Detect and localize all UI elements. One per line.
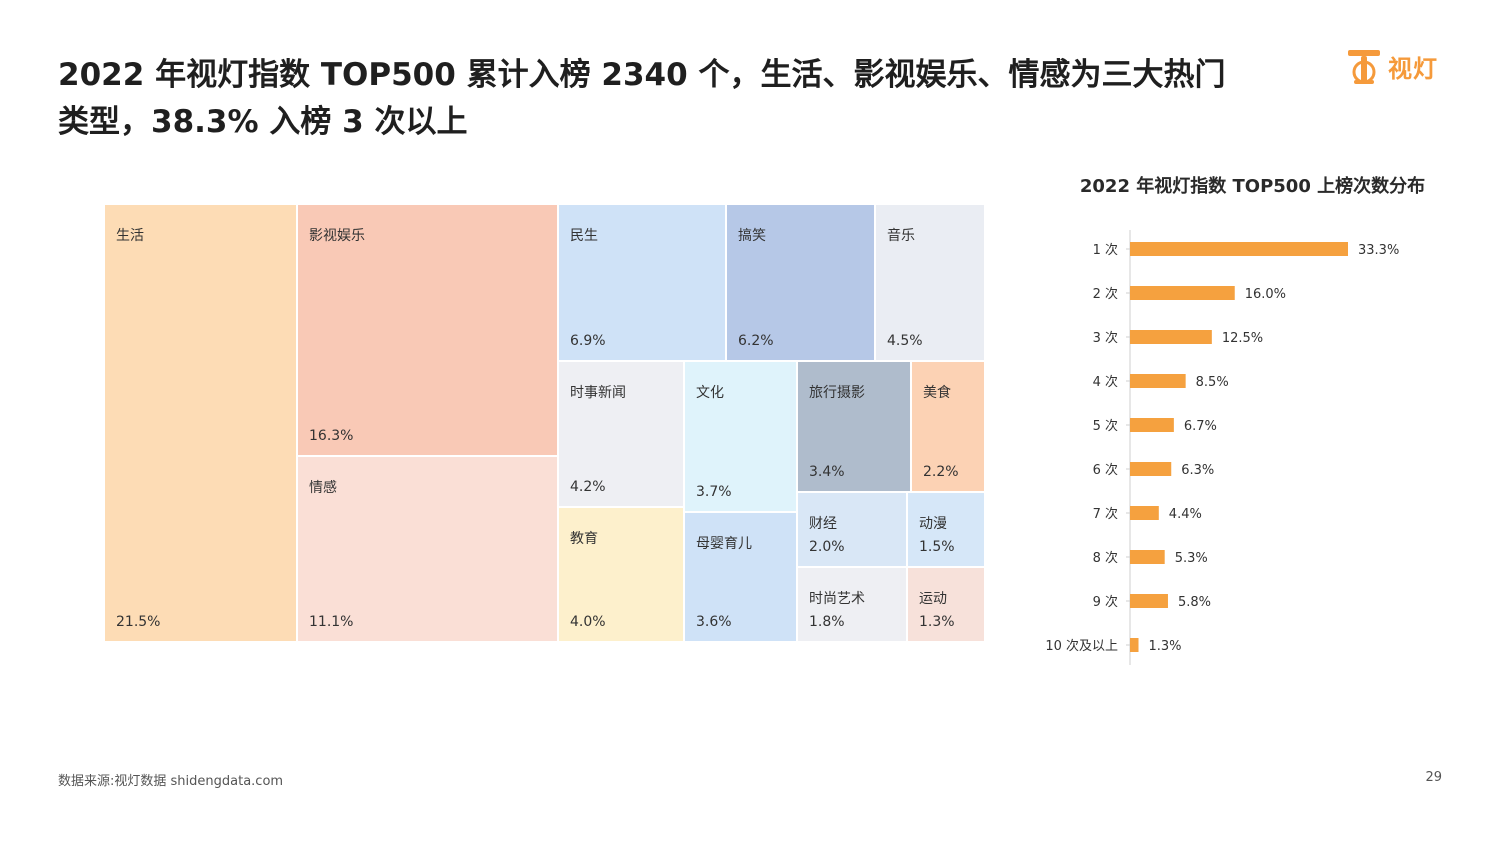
bar <box>1130 550 1165 564</box>
treemap-tile: 民生 6.9% <box>558 204 726 361</box>
treemap-tile-value: 2.2% <box>923 464 959 480</box>
bar <box>1130 462 1172 476</box>
treemap-tile-label: 时尚艺术 <box>809 591 865 607</box>
treemap-tile: 生活 21.5% <box>104 204 297 642</box>
treemap-tile: 时尚艺术 1.8% <box>797 567 907 642</box>
treemap-tile: 时事新闻 4.2% <box>558 361 684 507</box>
bar-value-label: 4.4% <box>1169 507 1202 522</box>
treemap-tile-value: 11.1% <box>309 614 354 630</box>
bar-value-label: 6.3% <box>1181 463 1214 478</box>
bar-category-label: 2 次 <box>1093 286 1118 302</box>
page-number: 29 <box>1425 770 1442 785</box>
treemap-tile-value: 4.0% <box>570 614 606 630</box>
treemap-tile: 动漫 1.5% <box>907 492 985 567</box>
treemap-tile: 母婴育儿 3.6% <box>684 512 797 642</box>
bar-value-label: 12.5% <box>1222 331 1263 346</box>
bar <box>1130 330 1212 344</box>
bar-category-label: 10 次及以上 <box>1045 638 1118 654</box>
bar <box>1130 506 1159 520</box>
bar-category-label: 1 次 <box>1093 242 1118 258</box>
page-title: 2022 年视灯指数 TOP500 累计入榜 2340 个，生活、影视娱乐、情感… <box>58 52 1298 146</box>
bar-chart-title: 2022 年视灯指数 TOP500 上榜次数分布 <box>1079 176 1426 197</box>
treemap-tile-label: 美食 <box>923 385 951 401</box>
treemap-tile-label: 时事新闻 <box>570 385 626 401</box>
treemap-tile-value: 16.3% <box>309 428 354 444</box>
bar-value-label: 5.8% <box>1178 595 1211 610</box>
treemap-tile: 运动 1.3% <box>907 567 985 642</box>
bar-category-label: 4 次 <box>1093 374 1118 390</box>
treemap-tile-label: 民生 <box>570 228 598 244</box>
treemap-tile: 情感 11.1% <box>297 456 558 642</box>
treemap-tile: 美食 2.2% <box>911 361 985 492</box>
logo-text: 视灯 <box>1388 54 1438 83</box>
title-line-2: 类型，38.3% 入榜 3 次以上 <box>58 104 468 140</box>
treemap-tile: 教育 4.0% <box>558 507 684 642</box>
treemap-tile-label: 旅行摄影 <box>809 385 865 401</box>
treemap-tile-value: 3.4% <box>809 464 845 480</box>
treemap-tile-label: 生活 <box>116 228 144 244</box>
treemap-tile: 音乐 4.5% <box>875 204 985 361</box>
title-line-1: 2022 年视灯指数 TOP500 累计入榜 2340 个，生活、影视娱乐、情感… <box>58 57 1226 93</box>
treemap-tile-label: 影视娱乐 <box>309 228 365 244</box>
treemap-tile-label: 教育 <box>570 531 598 547</box>
bar-category-label: 6 次 <box>1093 462 1118 478</box>
treemap-tile-value: 3.6% <box>696 614 732 630</box>
treemap-tile-value: 6.9% <box>570 333 606 349</box>
bar <box>1130 374 1186 388</box>
bar-category-label: 5 次 <box>1093 418 1118 434</box>
treemap-tile-label: 财经 <box>809 516 837 532</box>
bar <box>1130 638 1139 652</box>
treemap-tile: 影视娱乐 16.3% <box>297 204 558 456</box>
category-treemap: 生活 21.5% 影视娱乐 16.3% 情感 11.1% 民生 6.9% 搞笑 6.2% 音乐 4.5… <box>104 204 985 642</box>
data-source: 数据来源:视灯数据 shidengdata.com <box>58 774 284 789</box>
treemap-tile-value: 1.8% <box>809 614 845 630</box>
treemap-tile-value: 6.2% <box>738 333 774 349</box>
treemap-tile-value: 4.2% <box>570 479 606 495</box>
treemap-tile-label: 搞笑 <box>738 228 766 244</box>
brand-logo: 视灯 <box>1342 44 1438 88</box>
treemap-tile-value: 4.5% <box>887 333 923 349</box>
treemap-tile: 文化 3.7% <box>684 361 797 512</box>
treemap-tile: 财经 2.0% <box>797 492 907 567</box>
treemap-tile-label: 母婴育儿 <box>696 536 752 552</box>
treemap-tile-label: 动漫 <box>919 516 947 532</box>
treemap-tile-label: 音乐 <box>887 228 915 244</box>
treemap-tile-label: 文化 <box>696 385 724 401</box>
bar-value-label: 16.0% <box>1245 287 1286 302</box>
treemap-tile-label: 运动 <box>919 591 947 607</box>
bar <box>1130 418 1174 432</box>
treemap-tile-value: 1.5% <box>919 539 955 555</box>
bar-value-label: 1.3% <box>1149 639 1182 654</box>
treemap-tile-label: 情感 <box>309 480 337 496</box>
bar-category-label: 3 次 <box>1093 330 1118 346</box>
bar-category-label: 9 次 <box>1093 594 1118 610</box>
bar-value-label: 5.3% <box>1175 551 1208 566</box>
bar <box>1130 242 1348 256</box>
bar-value-label: 33.3% <box>1358 243 1399 258</box>
bar-value-label: 8.5% <box>1196 375 1229 390</box>
treemap-tile-value: 2.0% <box>809 539 845 555</box>
bar-category-label: 8 次 <box>1093 550 1118 566</box>
treemap-tile: 搞笑 6.2% <box>726 204 875 361</box>
treemap-tile: 旅行摄影 3.4% <box>797 361 911 492</box>
treemap-tile-value: 21.5% <box>116 614 161 630</box>
bar <box>1130 594 1168 608</box>
rank-count-bar-chart: 1 次 33.3% 2 次 16.0% 3 次 12.5% 4 次 8.5% 5 次 6.7% 6 … <box>1045 230 1399 665</box>
lamp-logo-icon <box>1348 50 1380 84</box>
treemap-tile-value: 3.7% <box>696 484 732 500</box>
bar <box>1130 286 1235 300</box>
treemap-tile-value: 1.3% <box>919 614 955 630</box>
bar-category-label: 7 次 <box>1093 506 1118 522</box>
bar-value-label: 6.7% <box>1184 419 1217 434</box>
